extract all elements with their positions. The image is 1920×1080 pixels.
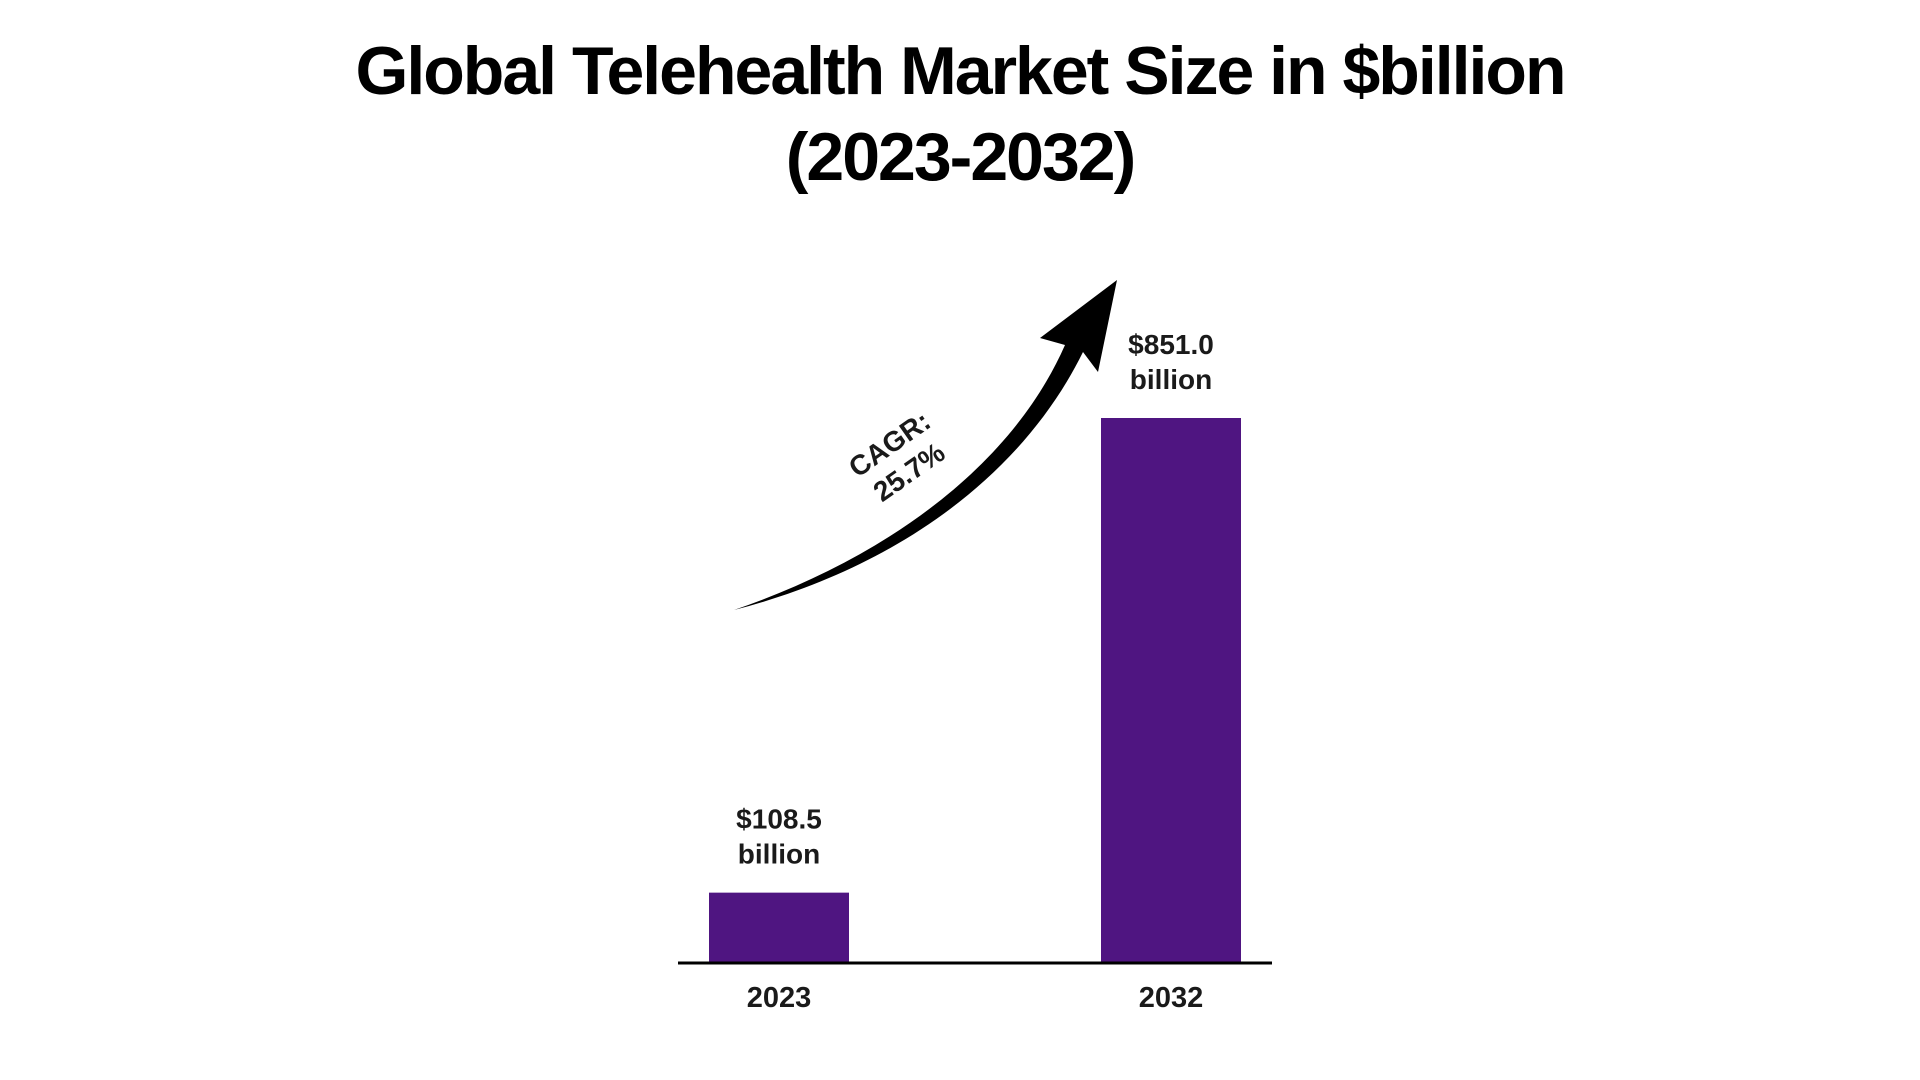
x-tick-label-2032: 2032 — [1139, 982, 1204, 1014]
data-label-2023-line-2: billion — [738, 839, 820, 870]
bar-2032 — [1101, 418, 1241, 962]
data-label-2032-line-2: billion — [1130, 364, 1212, 395]
chart-title-line-1: Global Telehealth Market Size in $billio… — [355, 33, 1566, 109]
cagr-annotation: CAGR: 25.7% — [843, 405, 950, 507]
data-label-2032-line-1: $851.0 — [1128, 329, 1214, 360]
data-label-2023-line-1: $108.5 — [736, 804, 822, 835]
bar-2023 — [709, 892, 849, 962]
cagr-arrow-icon — [734, 280, 1117, 610]
chart-title-line-2: (2023-2032) — [785, 119, 1136, 195]
x-tick-label-2023: 2023 — [747, 982, 812, 1014]
bars-layer — [709, 418, 1241, 962]
x-tick-labels-layer: 2023 2032 — [747, 982, 1204, 1014]
chart-title: Global Telehealth Market Size in $billio… — [0, 28, 1920, 200]
data-labels-layer: $108.5 billion $851.0 billion — [736, 329, 1214, 870]
cagr-arrow-group: CAGR: 25.7% — [734, 280, 1117, 610]
